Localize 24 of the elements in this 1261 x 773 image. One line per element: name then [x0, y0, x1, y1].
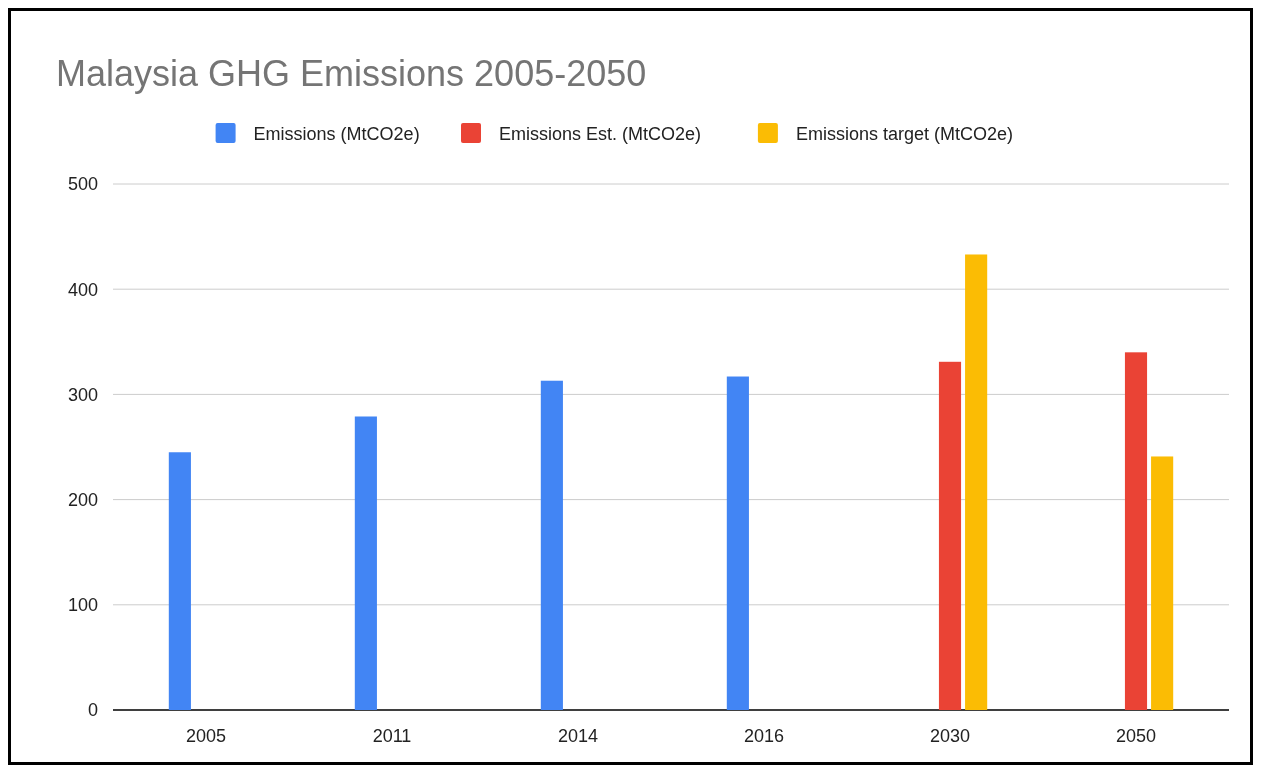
legend-label: Emissions (MtCO2e): [253, 124, 420, 144]
y-tick-label: 200: [67, 489, 98, 510]
bar: [1124, 352, 1148, 710]
bar: [168, 452, 191, 710]
x-tick-label: 2030: [929, 726, 971, 746]
x-tick-label: 2011: [372, 726, 412, 746]
y-tick-label: 300: [67, 384, 98, 405]
bar: [354, 416, 377, 710]
chart-title: Malaysia GHG Emissions 2005-2050: [56, 53, 647, 94]
bar: [965, 254, 988, 710]
legend-label: Emissions target (MtCO2e): [795, 124, 1013, 144]
bar: [938, 361, 962, 710]
y-tick-label: 500: [67, 174, 98, 195]
bar: [540, 380, 563, 710]
y-tick-label: 0: [87, 700, 98, 721]
legend-label: Emissions Est. (MtCO2e): [499, 124, 702, 144]
x-tick-label: 2050: [1115, 726, 1157, 746]
x-tick-label: 2016: [743, 726, 785, 746]
bar: [1151, 456, 1174, 710]
y-tick-label: 100: [67, 595, 98, 616]
y-tick-label: 400: [67, 279, 98, 300]
bar: [726, 376, 749, 710]
x-tick-label: 2005: [185, 726, 227, 746]
x-tick-label: 2014: [557, 726, 599, 746]
